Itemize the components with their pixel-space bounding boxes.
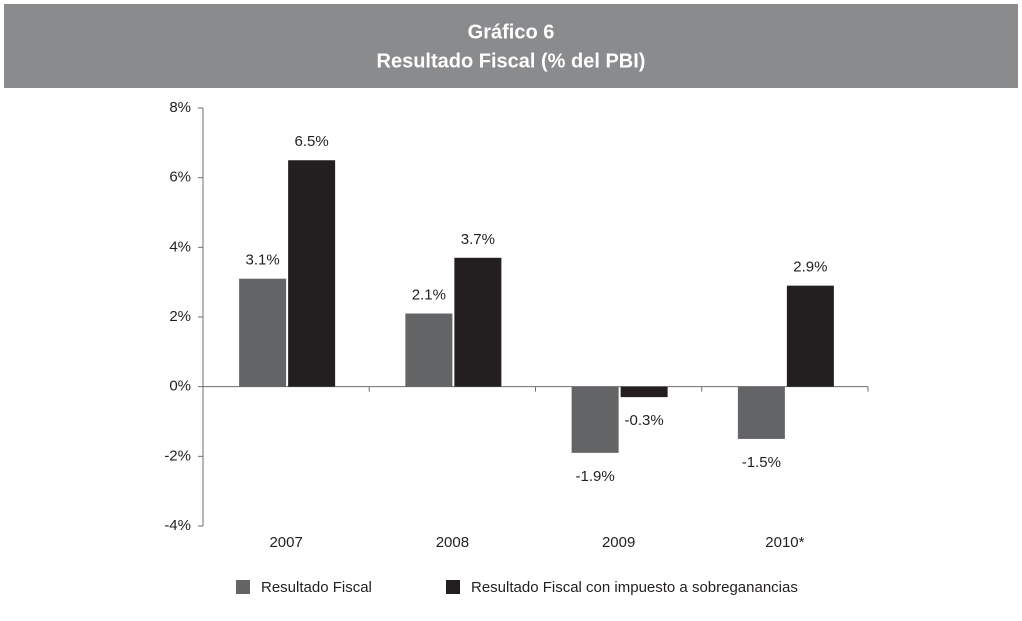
chart-subtitle: Resultado Fiscal (% del PBI)	[377, 50, 646, 72]
y-tick-label: 0%	[169, 378, 191, 395]
title-banner	[4, 4, 1018, 88]
bar	[571, 386, 619, 453]
legend-label: Resultado Fiscal	[261, 579, 372, 596]
x-tick-label: 2009	[602, 534, 635, 551]
legend-swatch	[446, 580, 460, 594]
y-tick-label: 6%	[169, 169, 191, 186]
bar	[405, 313, 453, 387]
data-label: 2.1%	[412, 286, 446, 303]
bar	[288, 160, 336, 387]
bar	[786, 285, 834, 387]
y-tick-label: 8%	[169, 99, 191, 116]
data-label: 3.1%	[246, 252, 280, 269]
bar	[239, 278, 287, 387]
y-tick-label: -4%	[164, 517, 191, 534]
y-tick-label: -2%	[164, 447, 191, 464]
bar	[737, 386, 785, 439]
y-tick-label: 4%	[169, 238, 191, 255]
data-label: -1.9%	[576, 468, 615, 485]
bar	[620, 386, 668, 398]
data-label: 3.7%	[461, 231, 495, 248]
chart-title: Gráfico 6	[468, 21, 555, 43]
y-tick-label: 2%	[169, 308, 191, 325]
data-label: 6.5%	[295, 133, 329, 150]
data-label: -0.3%	[625, 412, 664, 429]
legend-label: Resultado Fiscal con impuesto a sobregan…	[471, 579, 798, 596]
legend-swatch	[236, 580, 250, 594]
x-tick-label: 2010*	[765, 534, 804, 551]
data-label: 2.9%	[793, 259, 827, 276]
x-tick-label: 2008	[436, 534, 469, 551]
bar	[454, 257, 502, 387]
data-label: -1.5%	[742, 454, 781, 471]
x-tick-label: 2007	[269, 534, 302, 551]
